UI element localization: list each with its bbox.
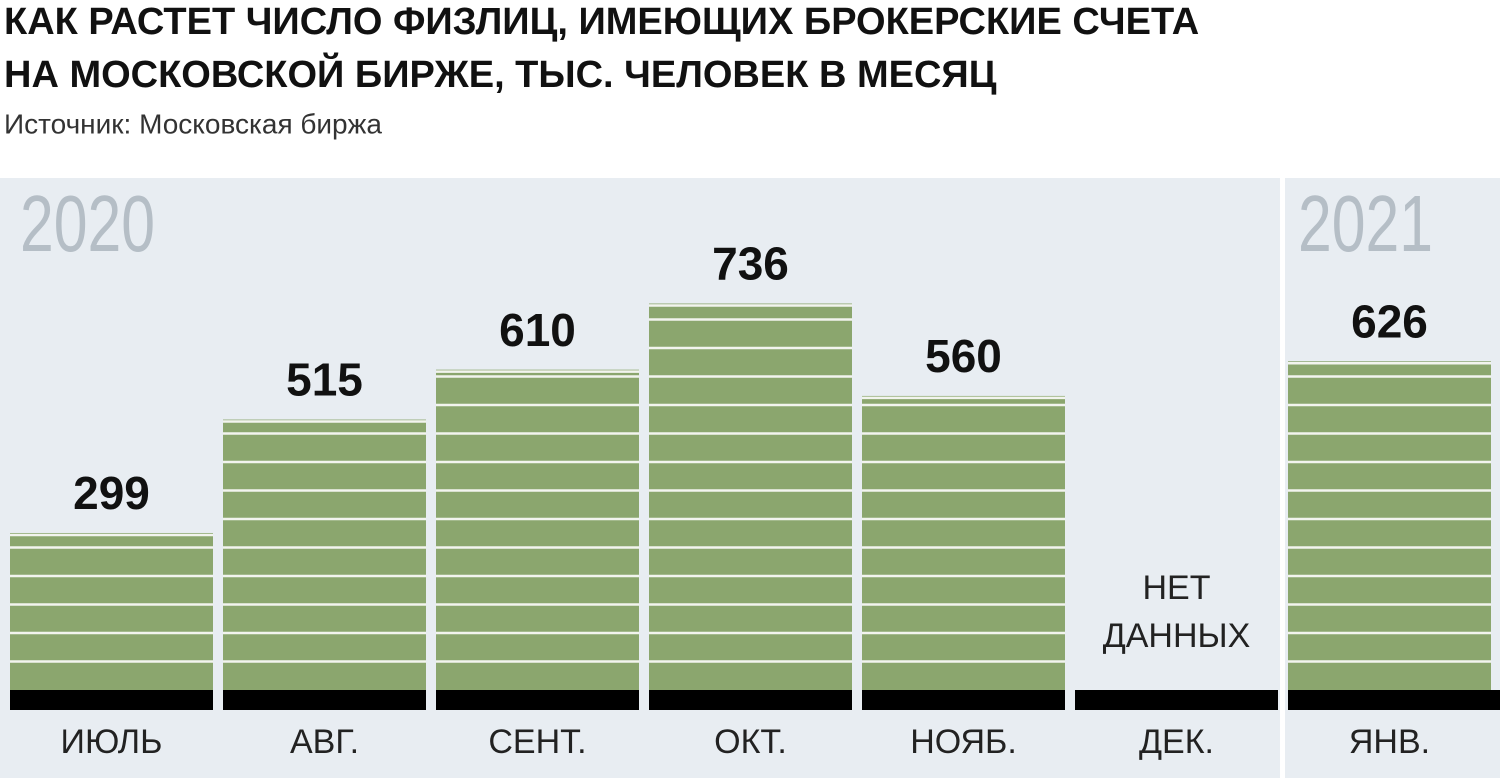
x-tick-label: ЯНВ. xyxy=(1349,723,1430,761)
x-tick-label: СЕНТ. xyxy=(488,723,586,761)
x-tick-label: ОКТ. xyxy=(714,723,787,761)
bar xyxy=(862,395,1065,690)
baseline xyxy=(862,690,1065,710)
value-label: 515 xyxy=(286,354,363,406)
value-label: 736 xyxy=(712,238,789,290)
value-label: 626 xyxy=(1351,295,1428,347)
year-label: 2021 xyxy=(1298,179,1433,268)
baseline xyxy=(649,690,852,710)
year-label: 2020 xyxy=(20,179,155,268)
baseline xyxy=(223,690,426,710)
value-label: 610 xyxy=(499,304,576,356)
x-tick-label: НОЯБ. xyxy=(910,723,1017,761)
chart-title: НА МОСКОВСКОЙ БИРЖЕ, ТЫС. ЧЕЛОВЕК В МЕСЯ… xyxy=(4,51,997,96)
bar xyxy=(1288,361,1491,690)
no-data-label: НЕТ xyxy=(1143,569,1211,607)
value-label: 560 xyxy=(925,330,1002,382)
bar xyxy=(649,303,852,690)
year-panel xyxy=(0,178,1280,778)
source: Источник: Московская биржа xyxy=(4,108,382,139)
value-label: 299 xyxy=(73,467,150,519)
no-data-label: ДАННЫХ xyxy=(1103,617,1251,655)
bar xyxy=(10,532,213,690)
x-tick-label: АВГ. xyxy=(290,723,359,761)
bar xyxy=(436,369,639,690)
x-tick-label: ИЮЛЬ xyxy=(61,723,163,761)
baseline xyxy=(436,690,639,710)
bar xyxy=(223,419,426,690)
chart-title: КАК РАСТЕТ ЧИСЛО ФИЗЛИЦ, ИМЕЮЩИХ БРОКЕРС… xyxy=(4,1,1199,43)
baseline xyxy=(10,690,213,710)
x-tick-label: ДЕК. xyxy=(1139,723,1214,761)
baseline xyxy=(1075,690,1278,710)
baseline xyxy=(1288,690,1500,710)
